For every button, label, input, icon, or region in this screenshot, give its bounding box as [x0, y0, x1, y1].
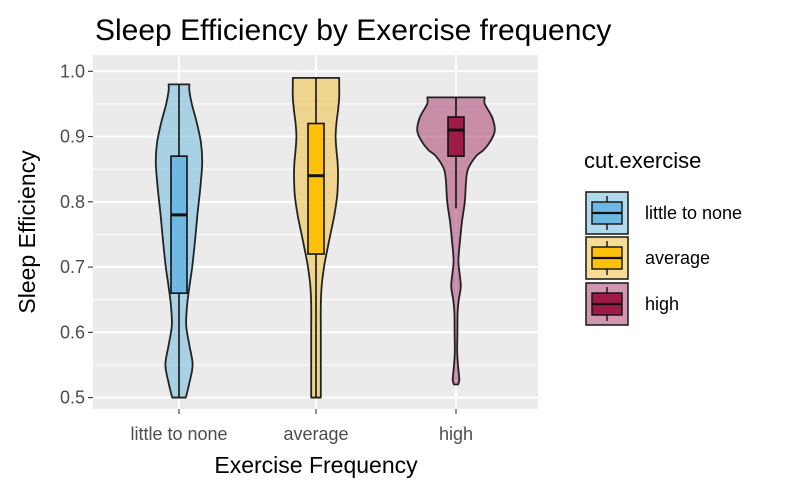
y-tick-label: 0.7 — [60, 257, 85, 277]
x-axis: little to none average high — [130, 409, 473, 444]
y-tick-label: 0.5 — [60, 388, 85, 408]
x-tick-label: average — [283, 424, 348, 444]
box-iqr — [447, 116, 465, 157]
y-axis: 0.5 0.6 0.7 0.8 0.9 1.0 — [60, 61, 93, 408]
box-iqr — [170, 155, 188, 294]
violin-group — [154, 83, 204, 399]
legend-key — [585, 282, 629, 326]
y-axis-title: Sleep Efficiency — [14, 150, 40, 314]
violin-group — [416, 96, 496, 386]
x-axis-title: Exercise Frequency — [214, 452, 418, 478]
y-tick-label: 1.0 — [60, 61, 85, 81]
legend-label: average — [645, 248, 710, 268]
violins — [154, 76, 496, 399]
legend-key — [585, 236, 629, 280]
y-tick-label: 0.6 — [60, 322, 85, 342]
x-tick-label: little to none — [130, 424, 227, 444]
legend-key — [585, 191, 629, 235]
legend-label: high — [645, 294, 679, 314]
legend: cut.exercise little to none average high — [584, 148, 742, 326]
chart-title: Sleep Efficiency by Exercise frequency — [95, 14, 611, 47]
y-tick-label: 0.8 — [60, 192, 85, 212]
violin-group — [291, 76, 341, 399]
legend-title: cut.exercise — [584, 148, 701, 173]
y-tick-label: 0.9 — [60, 127, 85, 147]
x-tick-label: high — [439, 424, 473, 444]
legend-label: little to none — [645, 203, 742, 223]
box-iqr — [307, 122, 325, 255]
violin-shape — [416, 96, 496, 386]
